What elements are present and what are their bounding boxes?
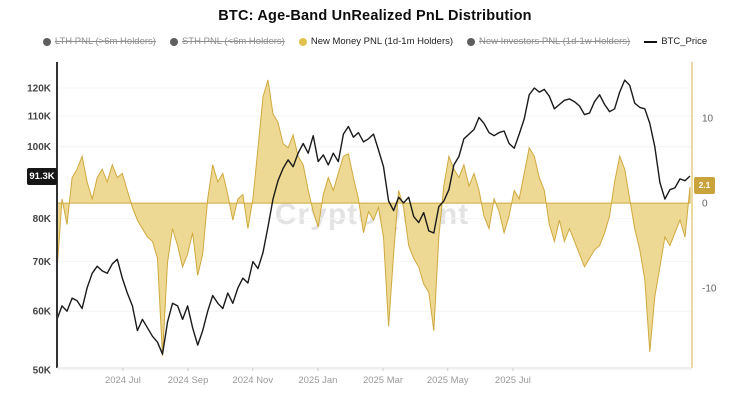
left-axis-tick-label: 60K: [33, 307, 52, 318]
legend-item-lth-pnl[interactable]: LTH PNL (>6m Holders): [42, 36, 156, 47]
left-axis-tick-label: 70K: [33, 257, 52, 268]
current-price-badge: 91.3K: [27, 168, 57, 185]
legend-dot-icon: [298, 37, 307, 46]
left-axis-tick-label: 120K: [27, 84, 52, 95]
legend-label: New Investors PNL (1d-1w Holders): [479, 36, 631, 47]
legend-dot-icon: [169, 37, 178, 46]
new-money-pnl-area: [56, 79, 691, 357]
x-axis-tick-label: 2025 May: [427, 375, 469, 386]
legend-item-btc-price[interactable]: BTC_Price: [644, 36, 707, 47]
legend: LTH PNL (>6m Holders) STH PNL (<6m Holde…: [0, 36, 750, 47]
x-axis-tick-label: 2025 Jan: [298, 375, 337, 386]
legend-dot-icon: [42, 37, 51, 46]
legend-line-icon: [644, 40, 658, 43]
x-axis-tick-label: 2024 Nov: [232, 375, 273, 386]
left-axis-tick-label: 110K: [28, 112, 52, 123]
left-axis-tick-label: 100K: [27, 142, 52, 153]
x-axis-tick-label: 2024 Jul: [105, 375, 141, 386]
legend-item-new-money-pnl[interactable]: New Money PNL (1d-1m Holders): [298, 36, 454, 47]
legend-label: STH PNL (<6m Holders): [181, 36, 285, 47]
x-axis-tick-label: 2025 Mar: [363, 375, 403, 386]
legend-label: New Money PNL (1d-1m Holders): [310, 36, 454, 47]
legend-label: BTC_Price: [661, 36, 708, 47]
chart-title: BTC: Age-Band UnRealized PnL Distributio…: [218, 8, 532, 24]
x-axis-tick-label: 2024 Sep: [168, 375, 209, 386]
legend-item-new-investors-pnl[interactable]: New Investors PNL (1d-1w Holders): [467, 36, 630, 47]
x-axis-tick-label: 2025 Jul: [495, 375, 531, 386]
right-axis-tick-label: -10: [702, 284, 717, 295]
left-axis-tick-label: 80K: [33, 214, 52, 225]
btc-price-line: [56, 79, 691, 355]
current-pnl-badge: 2.1: [694, 177, 715, 194]
left-axis-tick-label: 50K: [33, 365, 52, 376]
legend-label: LTH PNL (>6m Holders): [54, 36, 156, 47]
legend-item-sth-pnl[interactable]: STH PNL (<6m Holders): [169, 36, 285, 47]
right-axis-tick-label: 10: [702, 114, 714, 125]
legend-dot-icon: [467, 37, 476, 46]
right-axis-tick-label: 0: [702, 199, 708, 210]
